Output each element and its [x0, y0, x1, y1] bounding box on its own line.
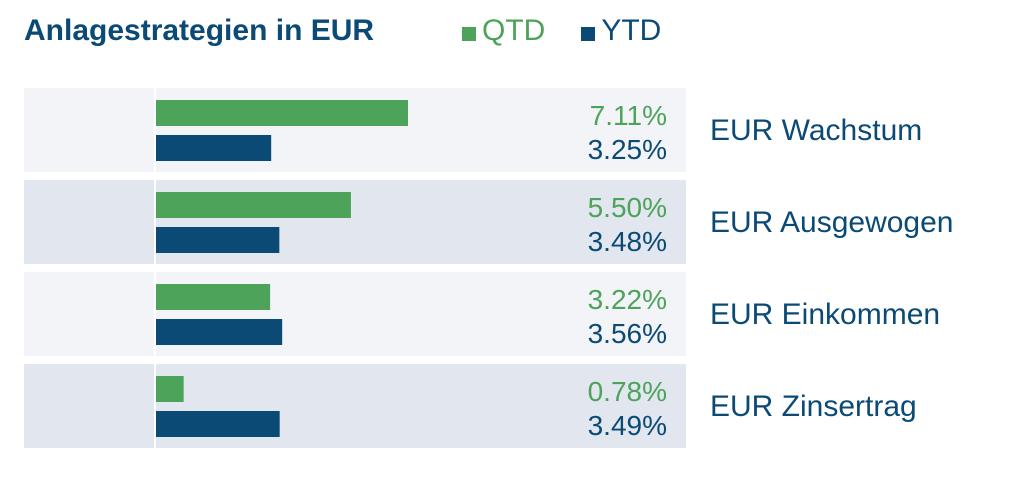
- legend-item-qtd: QTD: [462, 14, 545, 48]
- bar-qtd: [156, 192, 351, 218]
- value-label-qtd: 5.50%: [588, 192, 667, 223]
- row-background: [24, 180, 686, 264]
- value-label-ytd: 3.49%: [588, 410, 667, 441]
- legend-swatch-qtd: [462, 27, 476, 41]
- legend-label-ytd: YTD: [601, 14, 662, 47]
- chart-legend: QTD YTD: [462, 14, 697, 48]
- bar-qtd: [156, 284, 271, 310]
- chart-title: Anlagestrategien in EUR: [24, 14, 375, 47]
- row-background: [24, 364, 686, 448]
- value-label-ytd: 3.56%: [588, 318, 667, 349]
- category-label: EUR Zinsertrag: [710, 390, 917, 423]
- bar-qtd: [156, 376, 184, 402]
- row-background: [24, 272, 686, 356]
- bar-ytd: [156, 411, 280, 437]
- bar-qtd: [156, 100, 408, 126]
- legend-item-ytd: YTD: [581, 14, 661, 48]
- bar-ytd: [156, 135, 272, 161]
- category-label: EUR Wachstum: [710, 114, 922, 147]
- value-label-ytd: 3.25%: [588, 134, 667, 165]
- value-label-qtd: 0.78%: [588, 376, 667, 407]
- legend-swatch-ytd: [581, 27, 596, 41]
- value-label-ytd: 3.48%: [588, 226, 667, 257]
- bar-ytd: [156, 319, 283, 345]
- value-label-qtd: 3.22%: [588, 284, 667, 315]
- value-label-qtd: 7.11%: [590, 100, 667, 131]
- bar-ytd: [156, 227, 280, 253]
- legend-label-qtd: QTD: [482, 14, 546, 47]
- category-label: EUR Ausgewogen: [710, 206, 954, 239]
- category-label: EUR Einkommen: [710, 298, 940, 331]
